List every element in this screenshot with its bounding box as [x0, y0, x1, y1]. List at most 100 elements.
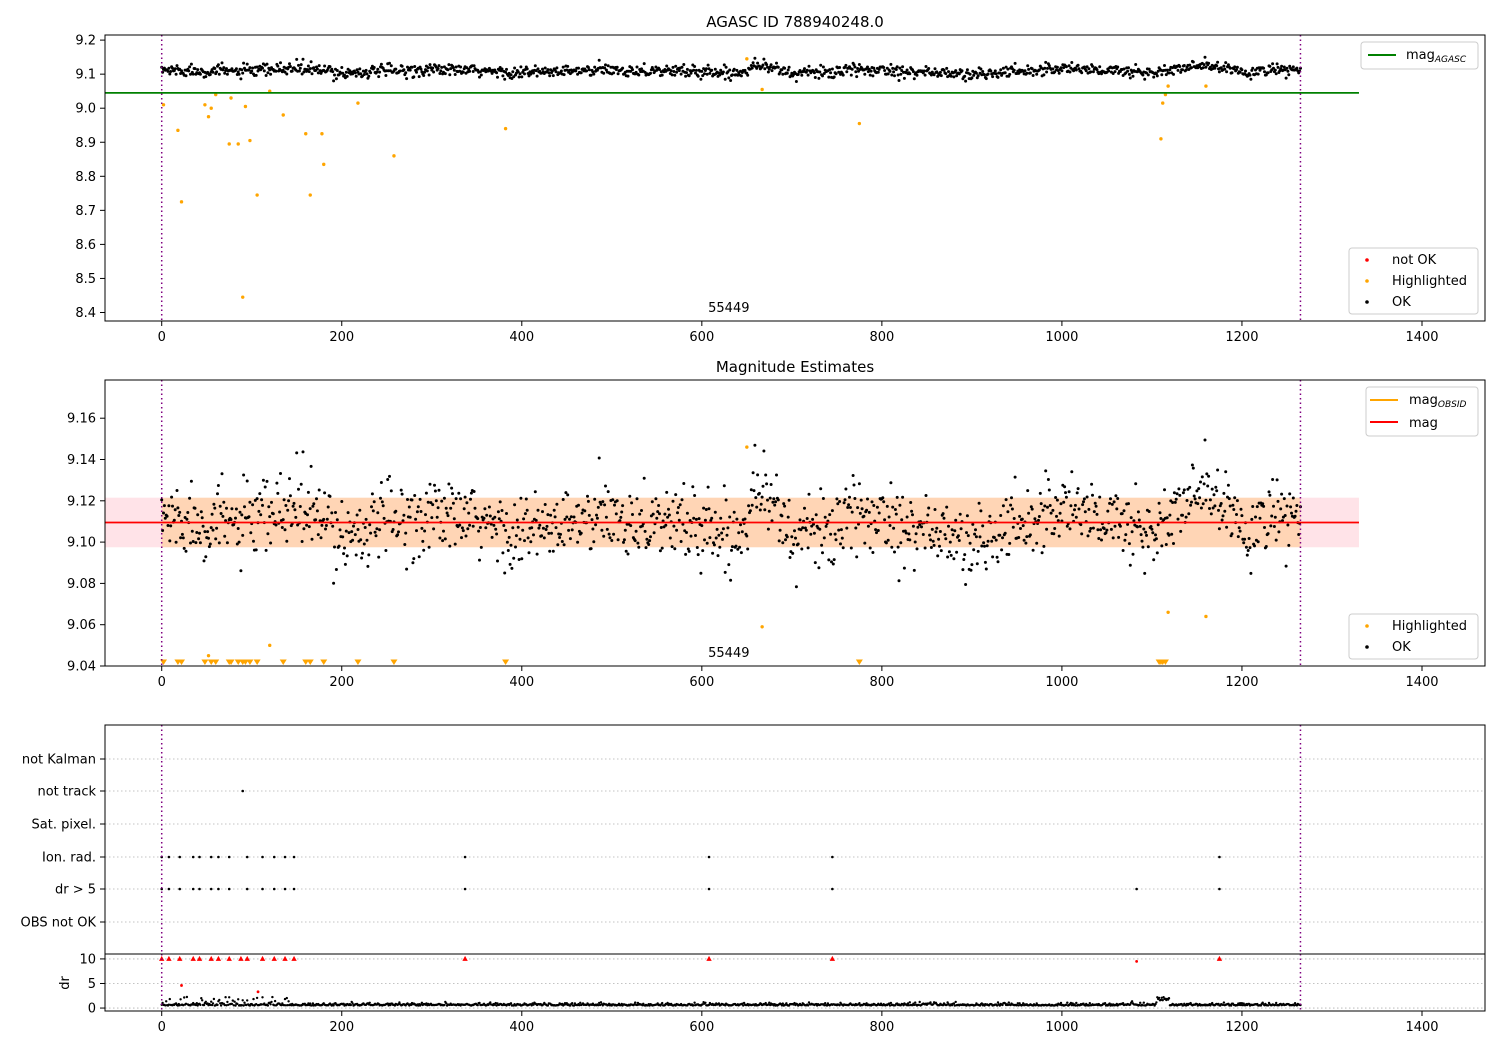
ok-point [854, 70, 858, 74]
ok-point [911, 524, 915, 528]
ok-point [595, 516, 599, 520]
ok-point [402, 68, 406, 72]
ok-point [198, 531, 201, 535]
ok-point [894, 68, 898, 71]
ok-point [565, 68, 569, 72]
plot-frame [104, 379, 1486, 667]
ok-point [532, 533, 535, 537]
ok-point [738, 545, 742, 549]
ok-point [565, 515, 569, 519]
ok-point [1003, 71, 1007, 75]
ok-point [804, 528, 808, 532]
ok-point [832, 75, 836, 79]
ok-point [1113, 70, 1117, 74]
flag-point [1218, 887, 1221, 891]
ok-point [458, 69, 462, 73]
flag-point [167, 887, 171, 891]
ok-point [189, 62, 193, 66]
x-tick-label: 1000 [1045, 675, 1078, 690]
dr-point [283, 997, 287, 1001]
ok-point [317, 64, 321, 68]
ok-point [1122, 67, 1126, 71]
ok-point [437, 488, 441, 492]
dr-point [219, 1002, 222, 1005]
ok-point [166, 524, 170, 527]
ok-point [175, 489, 179, 492]
ok-point [307, 525, 311, 529]
dr-point [200, 997, 203, 1000]
ok-point [951, 533, 955, 537]
ok-point [1187, 512, 1191, 516]
ok-point [487, 505, 491, 509]
ok-point [1222, 491, 1226, 495]
dr-point [179, 998, 182, 1001]
ok-point [969, 568, 973, 572]
dr-point [234, 1004, 237, 1007]
highlighted-point [1166, 84, 1170, 88]
ok-point [317, 488, 321, 492]
ok-point [247, 68, 251, 72]
ok-point [400, 64, 404, 68]
ok-point [512, 556, 516, 560]
ok-point [428, 482, 432, 486]
ok-point [201, 524, 205, 528]
ok-point [943, 533, 947, 537]
ok-point [568, 537, 572, 541]
ok-point [1138, 524, 1142, 528]
ok-point [1280, 64, 1284, 68]
y-tick-label: 9.06 [67, 618, 96, 633]
ok-point [315, 497, 318, 501]
ok-point [217, 72, 221, 76]
ok-point [266, 71, 270, 75]
ok-point [269, 72, 273, 76]
ok-point [1207, 61, 1211, 65]
ok-point [467, 511, 471, 515]
ok-point [1100, 72, 1103, 76]
ok-point [673, 73, 677, 77]
ok-point [1040, 551, 1044, 555]
ok-point [225, 72, 229, 76]
ok-point [367, 74, 371, 78]
ok-point [785, 71, 789, 75]
dr-point [1016, 1002, 1019, 1005]
ok-point [362, 542, 366, 546]
ok-point [1179, 529, 1183, 533]
ok-point [300, 540, 304, 543]
ok-point [866, 65, 869, 69]
ok-point [895, 65, 899, 69]
ok-point [501, 74, 505, 78]
ok-point [306, 490, 310, 494]
dr-point [489, 1001, 492, 1004]
ok-point [1030, 507, 1034, 511]
dr-point [907, 1004, 911, 1007]
dr-point [212, 997, 216, 1001]
ok-point [216, 63, 220, 67]
ok-point [608, 536, 612, 540]
dr-point [1275, 1001, 1278, 1005]
ok-point [622, 538, 626, 542]
ok-point [1238, 70, 1242, 74]
agasc-panel: 0 200 400 600 800 1000 1200 1400 8.48.58.68.78.… [75, 13, 1486, 345]
ok-point [169, 70, 173, 73]
flag-point [272, 887, 276, 891]
ok-point [1203, 55, 1207, 59]
ok-point [817, 76, 821, 80]
ok-point [189, 541, 192, 545]
ok-point [1244, 69, 1247, 73]
dr-point [285, 996, 288, 1000]
ok-point [1080, 532, 1084, 536]
ok-point [821, 65, 825, 69]
ok-point [657, 504, 661, 507]
ok-point [1190, 66, 1193, 70]
ok-point [922, 69, 926, 73]
flag-point [292, 887, 296, 891]
ok-point [882, 66, 886, 69]
ok-point [616, 538, 620, 542]
ok-point [694, 534, 697, 537]
ok-point [534, 518, 538, 522]
ok-point [401, 519, 405, 523]
ok-point [704, 508, 708, 511]
ok-point [1254, 515, 1257, 519]
ok-point [1055, 514, 1058, 518]
ok-point [830, 560, 833, 564]
